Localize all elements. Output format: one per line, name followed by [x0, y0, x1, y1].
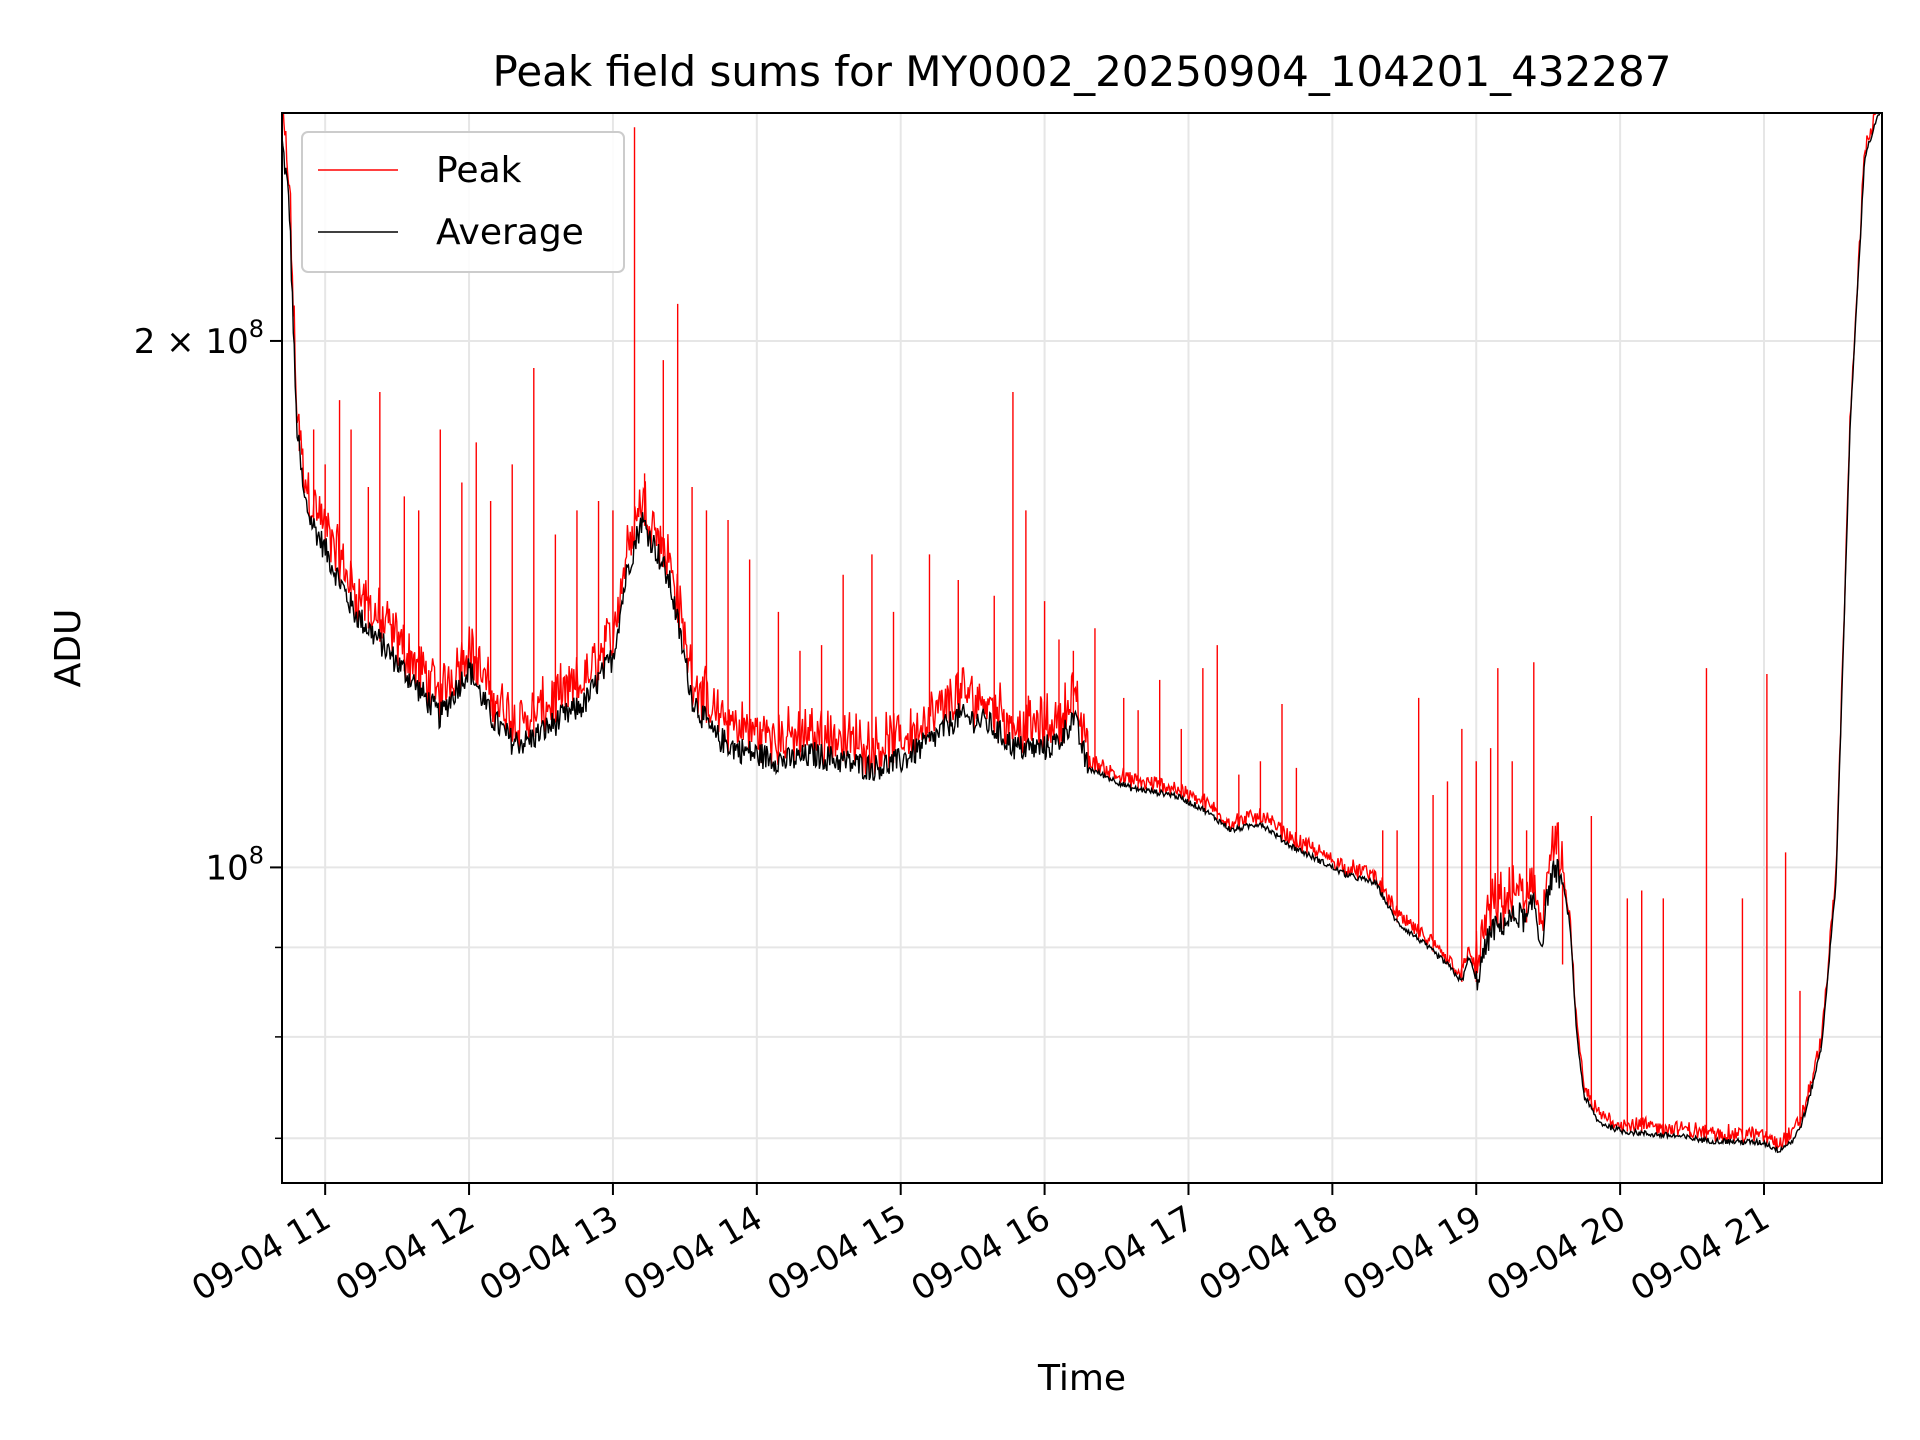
x-axis-label: Time — [1037, 1358, 1126, 1399]
series-line-average — [282, 113, 1882, 1154]
legend-box — [301, 131, 625, 273]
y-axis: 108 2 × 108 — [134, 315, 282, 1140]
series-layer — [282, 113, 1882, 1154]
legend-label-peak: Peak — [436, 150, 522, 191]
legend-label-average: Average — [436, 212, 584, 253]
plot-frame — [281, 112, 1883, 1184]
y-tick-label: 108 — [205, 841, 264, 888]
legend: Peak Average — [301, 131, 625, 273]
y-axis-label: ADU — [48, 609, 89, 688]
grid — [282, 113, 1882, 1183]
chart-title: Peak field sums for MY0002_20250904_1042… — [492, 47, 1671, 96]
y-tick-label: 2 × 108 — [134, 315, 264, 362]
